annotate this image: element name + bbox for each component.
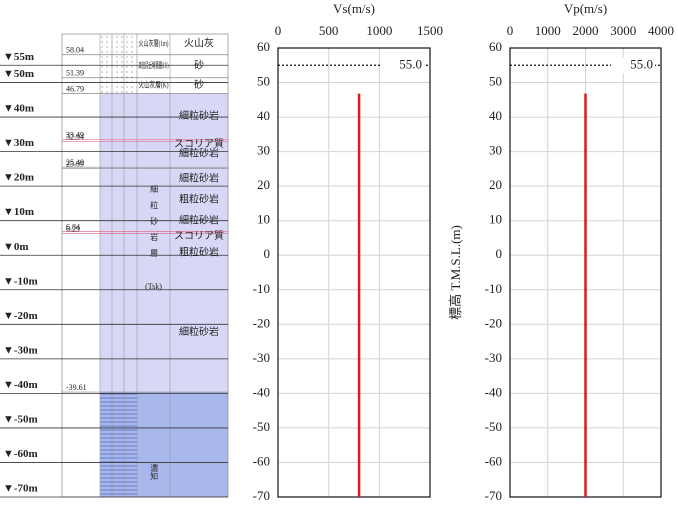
chart-title: Vs(m/s): [333, 1, 375, 16]
lithology-label: 細粒砂岩: [179, 213, 219, 226]
reference-label: 55.0: [399, 56, 422, 71]
boundary-label: 6.84: [66, 222, 80, 231]
y-tick-label: 50: [257, 74, 270, 89]
lithology-label: 火山灰: [184, 37, 214, 50]
y-tick-label: -70: [253, 488, 270, 503]
lithology-label: 砂: [194, 78, 204, 91]
formation-label: 細粒砂岩層: [150, 184, 159, 265]
y-tick-label: 30: [257, 143, 270, 158]
y-tick-label: -50: [485, 419, 502, 434]
reference-label: 55.0: [630, 56, 653, 71]
y-tick-label: -10: [253, 281, 270, 296]
elevation-label: ▼30m: [3, 137, 34, 149]
y-tick-label: -30: [485, 350, 502, 365]
plot-frame: [277, 47, 431, 498]
layer-fill: [100, 139, 228, 142]
y-axis-label: 標高 T.M.S.L.(m): [448, 225, 463, 320]
layer-pattern: [100, 77, 137, 94]
x-tick-label: 3000: [610, 23, 636, 38]
layer-fill: [100, 141, 228, 168]
reference-label-bg: [380, 57, 424, 74]
elevation-label: ▼0m: [3, 241, 29, 253]
x-tick-label: 0: [507, 23, 514, 38]
elevation-label: ▼-70m: [3, 483, 38, 495]
lithology-label: 粗粒砂岩: [179, 192, 219, 205]
y-tick-label: 50: [489, 74, 502, 89]
layer-fill: [100, 233, 228, 393]
y-tick-label: 40: [489, 108, 502, 123]
y-tick-label: 0: [496, 246, 503, 261]
y-tick-label: -40: [485, 384, 502, 399]
y-tick-label: -30: [253, 350, 270, 365]
y-tick-label: -10: [485, 281, 502, 296]
boundary-label: 6.29: [66, 224, 80, 233]
lithology-label: 細粒砂岩: [179, 109, 219, 122]
lithology-label: 細粒砂岩: [179, 147, 219, 160]
x-tick-label: 2000: [573, 23, 599, 38]
boundary-label: 58.04: [66, 46, 84, 55]
elevation-label: ▼-30m: [3, 344, 38, 356]
y-tick-label: 40: [257, 108, 270, 123]
lithology-label: スコリア質: [174, 229, 224, 242]
x-tick-label: 1000: [366, 23, 392, 38]
reference-label-bg: [611, 57, 655, 74]
boundary-label: 51.39: [66, 69, 84, 78]
unit-label: 濃知: [150, 463, 159, 481]
y-tick-label: -20: [485, 315, 502, 330]
boundary-label: 25.09: [66, 159, 84, 168]
y-tick-label: 20: [257, 177, 270, 192]
boundary-label: -39.61: [66, 383, 87, 392]
layer-fill: [100, 93, 228, 140]
lithology-label: 粗粒砂岩: [179, 246, 219, 259]
formation-code: (Tsk): [145, 282, 162, 291]
layer-fill: [100, 168, 228, 232]
y-tick-label: 60: [257, 39, 270, 54]
layer-pattern: [100, 34, 137, 55]
y-tick-label: 10: [257, 212, 270, 227]
elevation-label: ▼-10m: [3, 275, 38, 287]
lithology-label: スコリア質: [174, 137, 224, 150]
layer-pattern: [100, 392, 137, 497]
x-tick-label: 4000: [648, 23, 674, 38]
y-tick-label: 20: [489, 177, 502, 192]
elevation-label: ▼-60m: [3, 448, 38, 460]
elevation-label: ▼-40m: [3, 379, 38, 391]
y-tick-label: 30: [489, 143, 502, 158]
elevation-label: ▼50m: [3, 68, 34, 80]
y-tick-label: -60: [485, 453, 502, 468]
elevation-label: ▼-50m: [3, 413, 38, 425]
x-tick-label: 1500: [417, 23, 443, 38]
elevation-label: ▼40m: [3, 103, 34, 115]
y-tick-label: -50: [253, 419, 270, 434]
layer-pattern: [100, 54, 137, 78]
x-tick-label: 1000: [535, 23, 561, 38]
y-tick-label: 60: [489, 39, 502, 54]
unit-label: 火山灰層(1m): [139, 38, 169, 48]
boundary-label: 33.49: [66, 130, 84, 139]
unit-label: 火山灰層(K): [139, 80, 169, 90]
layer-fill: [100, 167, 228, 169]
lithology-label: 細粒砂岩: [179, 325, 219, 338]
elevation-label: ▼10m: [3, 206, 34, 218]
boundary-label: 32.94: [66, 132, 84, 141]
elevation-label: ▼20m: [3, 172, 34, 184]
boundary-label: 25.49: [66, 158, 84, 167]
y-tick-label: -70: [485, 488, 502, 503]
x-tick-label: 500: [319, 23, 339, 38]
lithology-label: 細粒砂岩: [179, 171, 219, 184]
y-tick-label: 10: [489, 212, 502, 227]
y-tick-label: -60: [253, 453, 270, 468]
chart-title: Vp(m/s): [564, 1, 607, 16]
elevation-label: ▼55m: [3, 51, 34, 63]
elevation-label: ▼-20m: [3, 310, 38, 322]
x-tick-label: 0: [275, 23, 282, 38]
y-tick-label: -40: [253, 384, 270, 399]
y-tick-label: -20: [253, 315, 270, 330]
y-tick-label: 0: [264, 246, 271, 261]
boundary-label: 46.79: [66, 84, 84, 93]
layer-fill: [100, 231, 228, 234]
